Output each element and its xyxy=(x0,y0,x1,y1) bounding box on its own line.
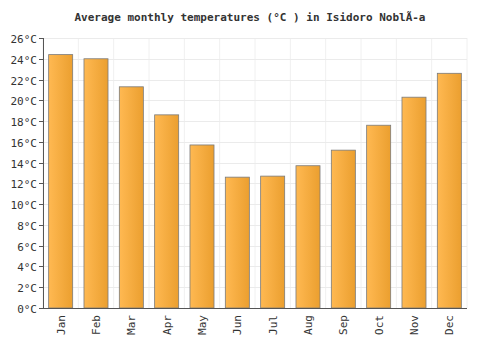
bar xyxy=(155,115,179,308)
x-tick-label: Dec xyxy=(443,315,456,335)
bar xyxy=(49,55,73,308)
grid-line-x xyxy=(431,38,432,308)
tick-mark xyxy=(39,183,43,184)
bar xyxy=(367,125,391,308)
grid-line-x xyxy=(325,38,326,308)
bar xyxy=(402,97,426,308)
y-axis xyxy=(43,38,44,308)
tick-mark xyxy=(39,142,43,143)
grid-line-x xyxy=(361,38,362,308)
y-tick-label: 20°C xyxy=(11,95,38,108)
x-tick-label: Jan xyxy=(55,315,68,335)
y-tick-label: 4°C xyxy=(17,261,37,274)
bar xyxy=(119,87,143,308)
grid-line xyxy=(43,308,467,309)
bar xyxy=(190,145,214,308)
chart: Average monthly temperatures (°C ) in Is… xyxy=(0,0,500,350)
x-tick-label: Jun xyxy=(231,315,244,335)
bar xyxy=(331,150,355,308)
tick-mark xyxy=(39,266,43,267)
bars xyxy=(49,55,462,308)
tick-mark xyxy=(39,59,43,60)
bar xyxy=(437,73,461,308)
x-tick-label: Aug xyxy=(302,315,315,335)
grid-line-x xyxy=(255,38,256,308)
grid-line-x xyxy=(149,38,150,308)
tick-mark xyxy=(39,100,43,101)
tick-mark xyxy=(39,246,43,247)
y-tick-label: 0°C xyxy=(17,303,37,316)
grid-line-x xyxy=(290,38,291,308)
bar xyxy=(84,59,108,308)
x-tick-label: Nov xyxy=(408,315,421,335)
grid-line-x xyxy=(113,38,114,308)
tick-mark xyxy=(39,225,43,226)
grid-line xyxy=(43,38,467,39)
y-tick-label: 12°C xyxy=(11,178,38,191)
y-tick-label: 8°C xyxy=(17,220,37,233)
x-axis xyxy=(43,308,467,309)
tick-mark xyxy=(39,163,43,164)
y-tick-label: 24°C xyxy=(11,54,38,67)
tick-mark xyxy=(39,204,43,205)
y-tick-label: 26°C xyxy=(11,33,38,46)
bar xyxy=(261,176,285,308)
x-tick-label: May xyxy=(196,315,209,335)
bar xyxy=(225,177,249,308)
x-tick-label: Oct xyxy=(373,315,386,335)
x-tick-label: Mar xyxy=(125,315,138,335)
y-tick-label: 6°C xyxy=(17,241,37,254)
tick-mark xyxy=(39,308,43,309)
tick-mark xyxy=(39,121,43,122)
grid-line-x xyxy=(184,38,185,308)
grid-line-x xyxy=(396,38,397,308)
tick-mark xyxy=(39,80,43,81)
title: Average monthly temperatures (°C ) in Is… xyxy=(75,11,426,24)
x-tick-label: Apr xyxy=(161,315,174,335)
grid-line-x xyxy=(43,38,44,308)
y-tick-label: 22°C xyxy=(11,75,38,88)
y-tick-label: 10°C xyxy=(11,199,38,212)
grid-line-x xyxy=(219,38,220,308)
y-tick-label: 18°C xyxy=(11,116,38,129)
grid-line-x xyxy=(78,38,79,308)
grid-line-x xyxy=(467,38,468,308)
tick-mark xyxy=(39,38,43,39)
y-tick-label: 14°C xyxy=(11,158,38,171)
y-tick-label: 2°C xyxy=(17,282,37,295)
y-tick-label: 16°C xyxy=(11,137,38,150)
x-tick-label: Feb xyxy=(90,315,103,335)
x-tick-label: Sep xyxy=(337,315,350,335)
tick-mark xyxy=(39,287,43,288)
bar xyxy=(296,166,320,308)
x-tick-label: Jul xyxy=(267,315,280,335)
